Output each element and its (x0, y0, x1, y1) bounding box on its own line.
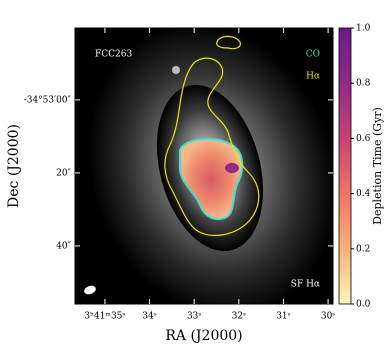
colorbar-tick-label: 0.0 (356, 300, 371, 310)
panel-frame (74, 27, 334, 305)
beam (84, 285, 96, 295)
x-tick-label: 33ˢ (187, 312, 201, 322)
x-tick-label: 31ˢ (276, 312, 290, 322)
colorbar-tick-label: 0.6 (356, 134, 371, 144)
image (75, 28, 333, 304)
x-tick-label: 3ʰ41ᵐ35ˢ (84, 312, 125, 322)
y-tick-label: 20″ (56, 168, 71, 178)
colorbar (338, 27, 352, 305)
halpha-contour (164, 57, 260, 237)
halpha-contour (216, 35, 241, 50)
y-tick-label: 40″ (56, 241, 71, 251)
co-peak (225, 163, 239, 173)
star (172, 66, 180, 74)
y-tick-label: -34°53′00″ (24, 95, 72, 105)
x-tick-label: 34ˢ (142, 312, 156, 322)
x-tick-label: 32ˢ (232, 312, 246, 322)
sf-label: SF Hα (291, 280, 320, 290)
colorbar-tick-label: 0.4 (356, 189, 371, 199)
co-region (179, 138, 244, 221)
halpha-label: Hα (306, 72, 320, 82)
co-label: CO (306, 50, 320, 60)
y-axis-label: Dec (J2000) (6, 124, 22, 208)
colorbar-tick-label: 1.0 (356, 24, 371, 34)
colorbar-tick-label: 0.2 (356, 244, 370, 254)
x-axis-label: RA (J2000) (165, 328, 242, 344)
x-tick-label: 30ˢ (321, 312, 335, 322)
object-name: FCC263 (95, 50, 132, 60)
colorbar-tick-label: 0.8 (356, 79, 371, 89)
colorbar-label: Depletion Time (Gyr) (371, 107, 384, 225)
